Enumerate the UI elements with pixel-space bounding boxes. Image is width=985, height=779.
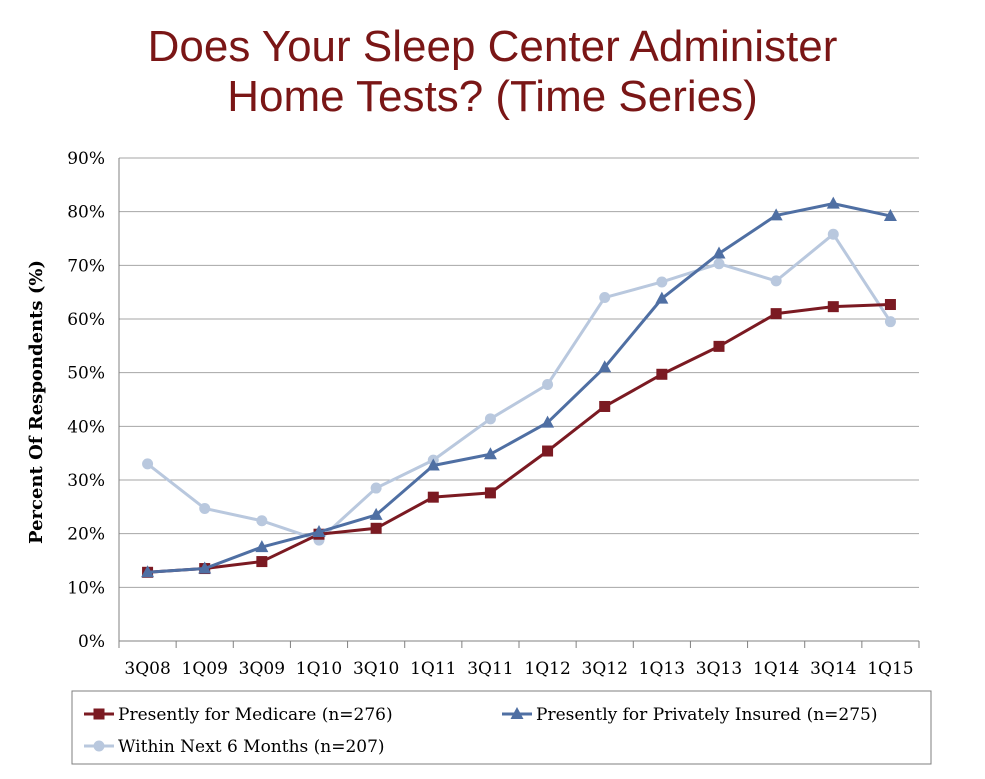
y-axis-label: Percent Of Respondents (%) <box>26 260 47 544</box>
data-point <box>198 561 212 574</box>
y-tick-label: 20% <box>67 525 105 545</box>
data-point <box>713 258 725 270</box>
y-tick-labels: 0% 10% 20% 30% 40% 50% 60% 70% 80% 90% <box>67 149 105 652</box>
chart-title-line-1: Does Your Sleep Center Administer <box>147 22 838 71</box>
chart-title: Does Your Sleep Center Administer Home T… <box>0 22 985 122</box>
data-point <box>256 556 268 568</box>
series-group <box>141 196 897 578</box>
x-tick-label: 1Q10 <box>296 659 342 679</box>
data-point <box>770 308 782 320</box>
data-point <box>142 458 154 470</box>
x-tick-label: 3Q12 <box>582 659 628 679</box>
legend-entry: Presently for Privately Insured (n=275) <box>502 705 878 725</box>
data-point <box>656 276 668 288</box>
y-tick-label: 60% <box>67 310 105 330</box>
x-tick-label: 3Q08 <box>124 659 170 679</box>
x-tick-label: 1Q15 <box>867 659 913 679</box>
data-point <box>769 208 783 221</box>
legend-entry: Presently for Medicare (n=276) <box>84 705 393 725</box>
series-line <box>147 303 891 574</box>
data-point <box>370 522 382 534</box>
data-point <box>255 540 269 553</box>
data-point <box>827 228 839 240</box>
data-point <box>426 458 440 471</box>
data-point <box>883 208 897 221</box>
data-point <box>826 196 840 209</box>
x-tick-label: 1Q09 <box>182 659 228 679</box>
x-tick-label: 1Q12 <box>524 659 570 679</box>
legend-swatch-marker <box>93 740 105 752</box>
legend-label: Within Next 6 Months (n=207) <box>118 737 385 757</box>
legend-swatch-marker <box>93 708 105 720</box>
data-point <box>199 502 211 514</box>
y-tick-label: 40% <box>67 417 105 437</box>
data-point <box>141 565 155 578</box>
legend-box <box>71 690 932 765</box>
data-point <box>312 525 326 538</box>
x-tick-label: 1Q14 <box>753 659 799 679</box>
data-point <box>484 487 496 499</box>
data-point <box>599 400 611 412</box>
data-point <box>483 447 497 460</box>
data-point <box>541 415 555 428</box>
x-tick-label: 3Q13 <box>696 659 742 679</box>
x-tick-label: 3Q11 <box>467 659 513 679</box>
data-point <box>884 316 896 328</box>
y-tick-label: 70% <box>67 256 105 276</box>
data-point <box>370 482 382 494</box>
x-tick-labels: 3Q08 1Q09 3Q09 1Q10 3Q10 1Q11 3Q11 1Q12 3Q12 1Q13… <box>124 659 913 679</box>
y-tick-label: 90% <box>67 149 105 169</box>
legend-label: Presently for Medicare (n=276) <box>118 705 393 725</box>
y-tick-label: 80% <box>67 203 105 223</box>
data-point <box>256 515 268 527</box>
data-point <box>427 491 439 503</box>
y-tick-label: 10% <box>67 578 105 598</box>
chart-title-line-2: Home Tests? (Time Series) <box>227 72 758 121</box>
x-tick-label: 3Q14 <box>810 659 856 679</box>
legend-entry: Within Next 6 Months (n=207) <box>84 737 385 757</box>
x-tick-label: 3Q10 <box>353 659 399 679</box>
data-point <box>770 275 782 287</box>
data-point <box>884 299 896 311</box>
y-tick-label: 50% <box>67 364 105 384</box>
legend-swatch-marker <box>510 707 524 719</box>
y-tick-label: 30% <box>67 471 105 491</box>
data-point <box>484 413 496 425</box>
data-point <box>369 507 383 520</box>
axes <box>118 158 920 648</box>
series-line <box>146 232 892 542</box>
legend: Presently for Medicare (n=276) Presently … <box>71 690 932 765</box>
data-point <box>656 368 668 380</box>
x-tick-label: 3Q09 <box>239 659 285 679</box>
x-tick-label: 1Q13 <box>639 659 685 679</box>
legend-label: Presently for Privately Insured (n=275) <box>536 705 878 725</box>
data-point <box>712 246 726 259</box>
series-3 <box>142 228 896 546</box>
data-point <box>542 445 554 457</box>
gridlines <box>119 157 919 588</box>
data-point <box>599 292 611 304</box>
data-point <box>713 340 725 352</box>
data-point <box>827 301 839 313</box>
data-point <box>655 291 669 304</box>
y-tick-label: 0% <box>78 632 105 652</box>
data-point <box>598 360 612 373</box>
data-point <box>542 378 554 390</box>
x-tick-label: 1Q11 <box>410 659 456 679</box>
series-2 <box>141 196 897 578</box>
series-line <box>147 202 891 574</box>
